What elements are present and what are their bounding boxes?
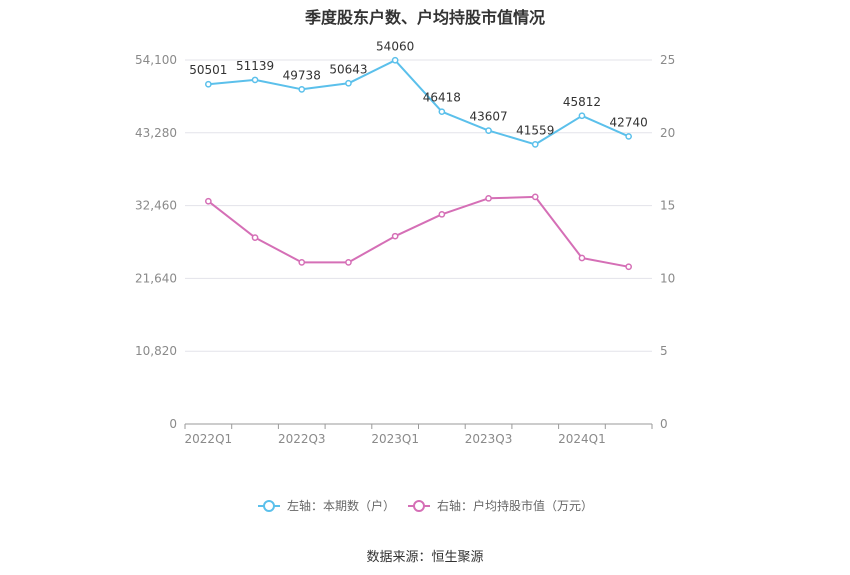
x-axis-tick-label: 2022Q3 (278, 432, 326, 446)
right-axis-tick-label: 15 (660, 199, 675, 213)
legend[interactable]: 左轴：本期数（户） 右轴：户均持股市值（万元） (258, 498, 593, 513)
data-point[interactable] (345, 79, 352, 87)
left-axis-tick-label: 32,460 (135, 199, 177, 213)
data-label: 41559 (516, 123, 554, 137)
right-axis-tick-label: 5 (660, 344, 668, 358)
data-point[interactable] (625, 263, 633, 271)
data-label: 46418 (423, 91, 461, 105)
left-axis-tick-label: 10,820 (135, 344, 177, 358)
data-label: 43607 (469, 110, 507, 124)
legend-item-label[interactable]: 左轴：本期数（户） (287, 498, 395, 513)
left-axis-tick-label: 21,640 (135, 271, 177, 285)
right-axis-tick-label: 10 (660, 271, 675, 285)
data-label: 50643 (329, 62, 367, 76)
data-label: 45812 (563, 95, 601, 109)
data-labels: 50501 51139 49738 50643 54060 46418 43607 41559… (189, 39, 647, 137)
data-point[interactable] (438, 108, 446, 116)
grid-lines (185, 59, 652, 352)
axes: 0 0 10,820 5 21,640 10 32,460 15 43,280 20 54,100 2… (135, 53, 675, 446)
series-line-1 (208, 59, 630, 146)
data-label: 42740 (610, 115, 648, 129)
data-point[interactable] (298, 259, 306, 266)
data-point[interactable] (345, 259, 352, 266)
data-point[interactable] (531, 141, 539, 148)
left-axis-tick-label: 43,280 (135, 126, 177, 140)
data-point[interactable] (438, 210, 446, 218)
data-point[interactable] (531, 193, 539, 201)
left-axis-tick-label: 54,100 (135, 53, 177, 67)
legend-item-label[interactable]: 右轴：户均持股市值（万元） (437, 498, 593, 513)
x-axis-tick-label: 2023Q3 (465, 432, 513, 446)
data-label: 51139 (236, 59, 274, 73)
series-line-2 (207, 195, 629, 268)
data-point[interactable] (205, 80, 212, 88)
data-point[interactable] (485, 194, 492, 202)
legend-swatch-marker (413, 500, 425, 512)
x-axis-tick-label: 2022Q1 (185, 432, 233, 446)
data-point[interactable] (251, 234, 259, 241)
data-point[interactable] (485, 127, 492, 134)
data-point[interactable] (625, 133, 633, 140)
data-point[interactable] (205, 197, 212, 205)
right-axis-tick-label: 0 (660, 417, 668, 431)
data-point[interactable] (298, 85, 306, 93)
data-label: 54060 (376, 39, 414, 53)
data-point[interactable] (578, 112, 586, 120)
data-label: 49738 (283, 68, 321, 82)
chart-title: 季度股东户数、户均持股市值情况 (304, 8, 545, 27)
x-axis-tick-label: 2023Q1 (371, 432, 419, 446)
series-layer (205, 56, 633, 271)
legend-swatch-marker (263, 500, 275, 512)
data-point[interactable] (391, 56, 399, 64)
right-axis-tick-label: 20 (660, 126, 675, 140)
data-point[interactable] (578, 254, 586, 262)
data-point[interactable] (391, 232, 399, 240)
x-axis-tick-label: 2024Q1 (558, 432, 606, 446)
data-label: 50501 (189, 63, 227, 77)
data-point[interactable] (251, 76, 259, 84)
source-note: 数据来源：恒生聚源 (366, 550, 484, 565)
right-axis-tick-label: 25 (660, 53, 675, 67)
left-axis-tick-label: 0 (169, 417, 177, 431)
